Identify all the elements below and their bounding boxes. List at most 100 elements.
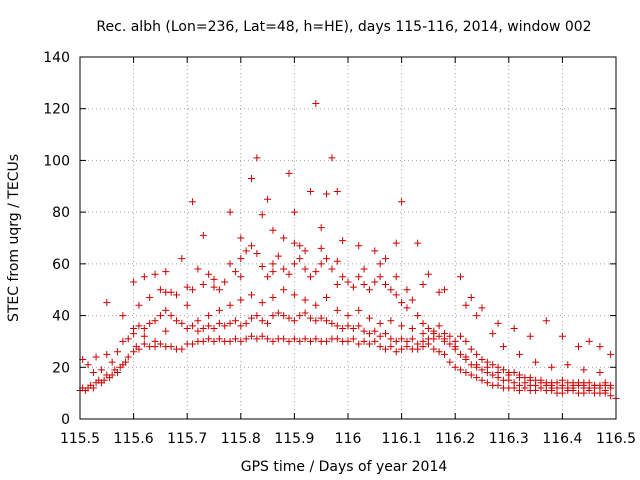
data-point (119, 312, 127, 320)
data-point (419, 337, 427, 345)
data-point (457, 366, 465, 374)
data-point (387, 343, 395, 351)
data-point (264, 319, 272, 327)
data-point (226, 301, 234, 309)
data-point (499, 366, 507, 374)
data-point (248, 175, 256, 183)
data-point (435, 332, 443, 340)
data-point (382, 255, 390, 263)
data-point (360, 337, 368, 345)
data-point (430, 335, 438, 343)
data-point (398, 322, 406, 330)
data-point (178, 345, 186, 353)
x-tick-label: 115.8 (221, 431, 261, 447)
data-point (430, 327, 438, 335)
data-point (253, 312, 261, 320)
data-point (489, 361, 497, 369)
data-point (398, 335, 406, 343)
data-point (183, 325, 191, 332)
data-point (231, 335, 239, 343)
data-point (446, 340, 454, 348)
data-point (569, 381, 577, 389)
data-point (489, 371, 497, 379)
data-point (596, 368, 604, 376)
data-point (296, 337, 304, 345)
data-point (467, 293, 475, 301)
data-point (478, 356, 486, 364)
data-point (398, 299, 406, 307)
data-point (414, 239, 422, 247)
data-point (306, 273, 314, 281)
y-tick-labels: 0 20 40 60 80 100 120 140 (43, 50, 70, 428)
data-point (301, 335, 309, 343)
data-point (440, 286, 448, 294)
data-point (221, 322, 229, 330)
x-tick-label: 115.9 (274, 431, 314, 447)
data-point (403, 337, 411, 345)
data-point (483, 379, 491, 387)
data-point (269, 337, 277, 345)
data-point (290, 239, 298, 247)
data-point (607, 350, 615, 358)
data-point (215, 306, 223, 314)
data-point (205, 335, 213, 343)
data-point (285, 337, 293, 345)
y-axis-label: STEC from uqrg / TECUs (6, 154, 22, 322)
data-point (114, 368, 122, 376)
data-point (205, 270, 213, 278)
data-point (189, 322, 197, 330)
data-point (178, 255, 186, 263)
data-point (274, 252, 282, 260)
data-point (601, 379, 609, 387)
data-point (167, 312, 175, 320)
data-point (280, 265, 288, 273)
x-tick-label: 116.4 (542, 431, 582, 447)
data-point (435, 322, 443, 330)
data-point (516, 381, 524, 389)
data-point (451, 343, 459, 351)
data-point (355, 322, 363, 330)
data-point (172, 317, 180, 325)
data-point (226, 260, 234, 268)
data-point (339, 237, 347, 245)
data-point (344, 337, 352, 345)
data-point (499, 343, 507, 351)
data-point (119, 337, 127, 345)
data-point (371, 278, 379, 286)
data-point (510, 368, 518, 376)
data-point (194, 327, 202, 335)
data-point (328, 154, 336, 162)
data-point (290, 317, 298, 325)
data-point (558, 384, 566, 392)
data-point (151, 317, 159, 325)
data-point (349, 335, 357, 343)
data-point (371, 337, 379, 345)
data-point (355, 273, 363, 281)
data-point (84, 361, 92, 369)
data-point (333, 335, 341, 343)
data-points (76, 100, 620, 402)
data-point (494, 368, 502, 376)
data-point (349, 283, 357, 291)
data-point (124, 335, 132, 343)
data-point (532, 358, 540, 366)
data-point (199, 325, 207, 332)
data-point (151, 337, 159, 345)
data-point (280, 234, 288, 242)
data-point (124, 353, 132, 361)
data-point (296, 255, 304, 263)
data-point (494, 319, 502, 327)
data-point (226, 208, 234, 216)
data-point (349, 325, 357, 332)
data-point (162, 268, 170, 276)
data-point (333, 322, 341, 330)
data-point (323, 337, 331, 345)
data-point (371, 247, 379, 255)
data-point (462, 368, 470, 376)
data-point (237, 337, 245, 345)
data-point (178, 319, 186, 327)
data-point (312, 100, 320, 108)
data-point (333, 306, 341, 314)
data-point (183, 283, 191, 291)
